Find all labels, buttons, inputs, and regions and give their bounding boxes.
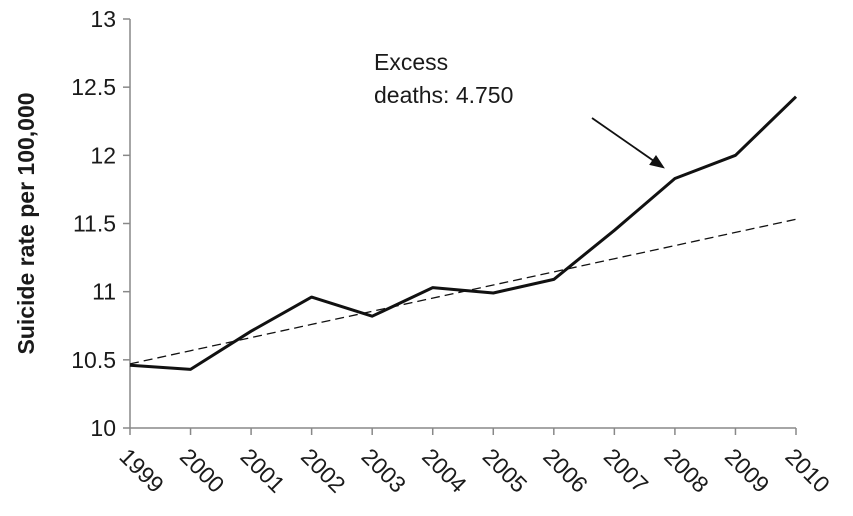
x-tick-group: 1999 2000 2001 2002 2003 2004 2005 2006 2007 2008… bbox=[114, 428, 835, 498]
x-tick-label: 2001 bbox=[236, 443, 291, 498]
annotation-arrow-shaft bbox=[591, 117, 660, 166]
x-tick-label: 2009 bbox=[720, 443, 775, 498]
y-tick-label: 10 bbox=[90, 415, 116, 441]
y-tick-label: 10.5 bbox=[71, 347, 116, 373]
y-tick-group: 10 10.5 11 11.5 12 12.5 13 bbox=[71, 6, 130, 441]
x-tick-label: 2000 bbox=[175, 443, 230, 498]
x-tick-label: 2003 bbox=[357, 443, 412, 498]
y-tick-label: 12 bbox=[90, 142, 116, 168]
y-axis: 10 10.5 11 11.5 12 12.5 13 bbox=[71, 6, 131, 441]
y-tick-label: 11 bbox=[92, 279, 116, 305]
annotation-line-1: Excess bbox=[374, 49, 448, 75]
x-tick-label: 1999 bbox=[114, 443, 169, 498]
x-tick-label: 2005 bbox=[478, 443, 533, 498]
annotation-arrow-head bbox=[649, 155, 665, 169]
x-tick-label: 2004 bbox=[417, 443, 472, 498]
y-tick-label: 11.5 bbox=[73, 211, 116, 237]
annotation: Excess deaths: 4.750 bbox=[374, 49, 665, 169]
y-tick-label: 13 bbox=[90, 6, 116, 32]
y-tick-label: 12.5 bbox=[71, 74, 116, 100]
x-tick-label: 2006 bbox=[538, 443, 593, 498]
x-tick-label: 2008 bbox=[659, 443, 714, 498]
trend-line bbox=[129, 218, 797, 365]
x-tick-label: 2002 bbox=[296, 443, 351, 498]
x-tick-label: 2010 bbox=[780, 443, 835, 498]
annotation-line-2: deaths: 4.750 bbox=[374, 82, 513, 108]
data-line bbox=[129, 95, 798, 371]
y-axis-title: Suicide rate per 100,000 bbox=[13, 92, 39, 354]
x-axis: 1999 2000 2001 2002 2003 2004 2005 2006 2007 2008… bbox=[114, 427, 835, 498]
x-tick-label: 2007 bbox=[599, 443, 654, 498]
series-group bbox=[129, 95, 798, 371]
